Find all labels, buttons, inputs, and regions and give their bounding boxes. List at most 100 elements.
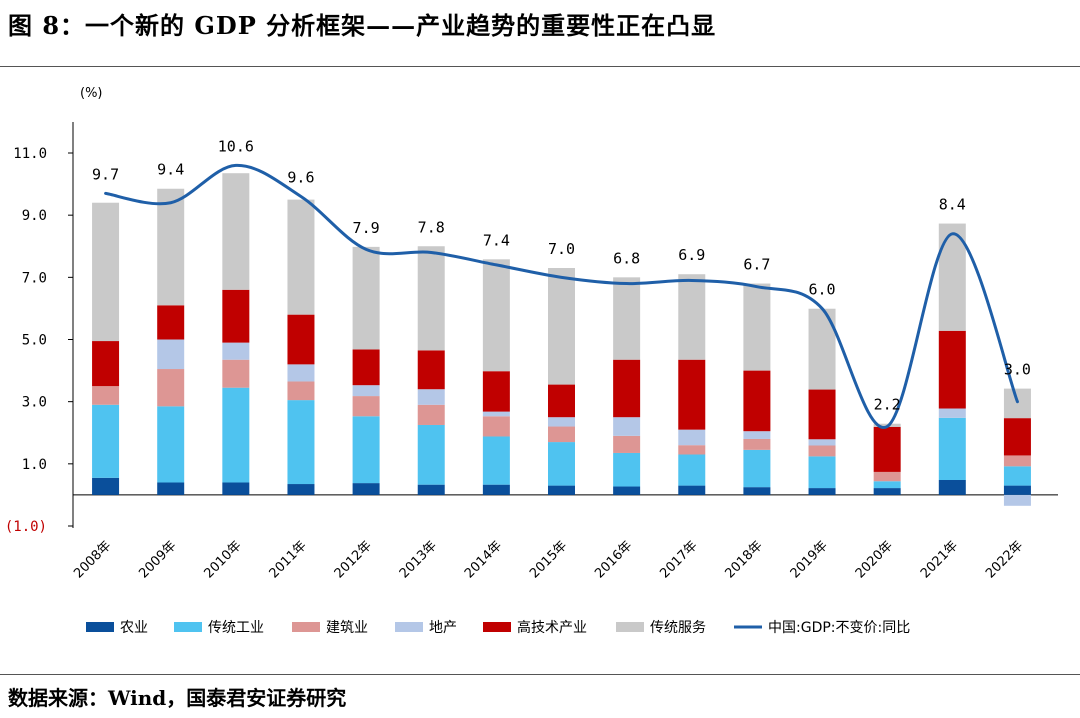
bar-segment bbox=[222, 289, 250, 343]
bar-segment bbox=[1003, 485, 1031, 495]
bar-segment bbox=[482, 484, 510, 495]
figure-title: 图 8：一个新的 GDP 分析框架——产业趋势的重要性正在凸显 bbox=[8, 11, 717, 40]
legend-swatch bbox=[616, 622, 644, 632]
bar-segment bbox=[808, 488, 836, 495]
x-tick-label: 2012年 bbox=[332, 538, 375, 581]
gdp-value-label: 9.7 bbox=[92, 165, 119, 183]
x-tick-label: 2008年 bbox=[71, 538, 114, 581]
gdp-value-label: 6.9 bbox=[678, 246, 705, 264]
bar-segment bbox=[743, 449, 771, 488]
bar-segment bbox=[287, 400, 315, 485]
bar-segment bbox=[157, 305, 185, 340]
bar-segment bbox=[613, 359, 641, 418]
y-tick-label: 7.0 bbox=[22, 270, 47, 286]
bar-segment bbox=[548, 426, 575, 443]
bar-stacks bbox=[92, 173, 1031, 506]
bar-segment bbox=[482, 371, 510, 412]
y-tick-label: 5.0 bbox=[22, 333, 47, 349]
bar-segment bbox=[743, 431, 771, 439]
bar-segment bbox=[222, 387, 250, 483]
bar-segment bbox=[613, 435, 641, 453]
bar-segment bbox=[222, 173, 250, 290]
x-tick-label: 2009年 bbox=[136, 538, 179, 581]
bar-segment bbox=[548, 485, 575, 495]
legend-label: 中国:GDP:不变价:同比 bbox=[768, 620, 910, 636]
gdp-value-label: 7.0 bbox=[548, 240, 575, 258]
x-tick-label: 2011年 bbox=[267, 538, 310, 581]
bar-segment bbox=[352, 246, 380, 350]
gdp-value-label: 9.4 bbox=[157, 161, 184, 179]
bar-segment bbox=[287, 484, 315, 495]
bar-segment bbox=[873, 481, 901, 489]
legend: 农业 传统工业 建筑业 地产 高技术产业 传统服务 中国:GDP:不变价:同比 bbox=[86, 619, 910, 636]
data-labels: 9.7 9.4 10.6 9.6 7.9 7.8 7.4 7.0 6.8 6.9 6.7 6.0 2.2… bbox=[92, 137, 1031, 413]
bar-segment bbox=[92, 404, 120, 478]
gdp-value-label: 7.9 bbox=[353, 219, 380, 237]
y-unit-label: (%) bbox=[80, 86, 103, 101]
bar-segment bbox=[157, 369, 185, 407]
gdp-value-label: 6.8 bbox=[613, 249, 640, 267]
bar-segment bbox=[1003, 455, 1031, 467]
bar-segment bbox=[613, 277, 641, 360]
bar-segment bbox=[157, 188, 185, 306]
bar-segment bbox=[482, 416, 510, 437]
bar-segment bbox=[808, 456, 836, 489]
gdp-value-label: 9.6 bbox=[287, 169, 314, 187]
gdp-value-label: 6.0 bbox=[808, 280, 835, 298]
gdp-value-label: 7.8 bbox=[418, 218, 445, 236]
bar-segment bbox=[417, 246, 445, 351]
bar-segment bbox=[743, 487, 771, 495]
bar-segment bbox=[352, 416, 380, 484]
gdp-line bbox=[104, 163, 1019, 429]
gdp-value-label: 10.6 bbox=[218, 137, 254, 155]
bar-segment bbox=[873, 488, 901, 495]
x-tick-label: 2016年 bbox=[592, 538, 635, 581]
x-tick-label: 2018年 bbox=[723, 538, 766, 581]
legend-label: 农业 bbox=[120, 620, 148, 636]
bar-segment bbox=[938, 408, 966, 418]
bar-segment bbox=[157, 406, 185, 483]
bar-segment bbox=[417, 350, 445, 390]
legend-label: 建筑业 bbox=[326, 620, 368, 636]
bar-segment bbox=[482, 411, 510, 417]
bar-segment bbox=[352, 483, 380, 495]
legend-swatch bbox=[483, 622, 511, 632]
bar-segment bbox=[352, 396, 380, 417]
x-tick-label: 2022年 bbox=[983, 538, 1026, 581]
bar-segment bbox=[873, 471, 901, 482]
bar-segment bbox=[482, 436, 510, 485]
bar-segment bbox=[157, 339, 185, 370]
bar-segment bbox=[548, 442, 575, 486]
legend-swatch bbox=[395, 622, 423, 632]
bar-segment bbox=[287, 364, 315, 382]
bar-segment bbox=[352, 349, 380, 386]
bar-segment bbox=[92, 202, 120, 342]
bar-segment bbox=[938, 330, 966, 409]
bar-segment bbox=[92, 341, 120, 387]
x-tick-label: 2013年 bbox=[397, 538, 440, 581]
bar-segment bbox=[417, 424, 445, 485]
bar-segment bbox=[743, 283, 771, 371]
bar-segment bbox=[417, 404, 445, 425]
bar-segment bbox=[1003, 388, 1031, 419]
bar-segment bbox=[287, 381, 315, 401]
bottom-divider bbox=[0, 674, 1080, 675]
y-tick-label: 3.0 bbox=[22, 395, 47, 411]
x-tick-label: 2014年 bbox=[462, 538, 505, 581]
legend-swatch bbox=[174, 622, 202, 632]
y-tick-label: (1.0) bbox=[5, 519, 47, 535]
legend-label: 高技术产业 bbox=[517, 619, 587, 636]
bar-segment bbox=[287, 314, 315, 365]
bar-segment bbox=[1003, 466, 1031, 486]
bar-segment bbox=[938, 479, 966, 495]
x-tick-label: 2021年 bbox=[918, 538, 961, 581]
bar-segment bbox=[808, 389, 836, 440]
bar-segment bbox=[548, 268, 575, 385]
legend-swatch bbox=[292, 622, 320, 632]
bar-segment bbox=[808, 445, 836, 457]
x-tick-label: 2020年 bbox=[853, 538, 896, 581]
bar-segment bbox=[92, 477, 120, 495]
bar-segment bbox=[613, 417, 641, 436]
source-note: 数据来源：Wind，国泰君安证券研究 bbox=[8, 686, 347, 710]
y-tick-label: 11.0 bbox=[13, 146, 47, 162]
